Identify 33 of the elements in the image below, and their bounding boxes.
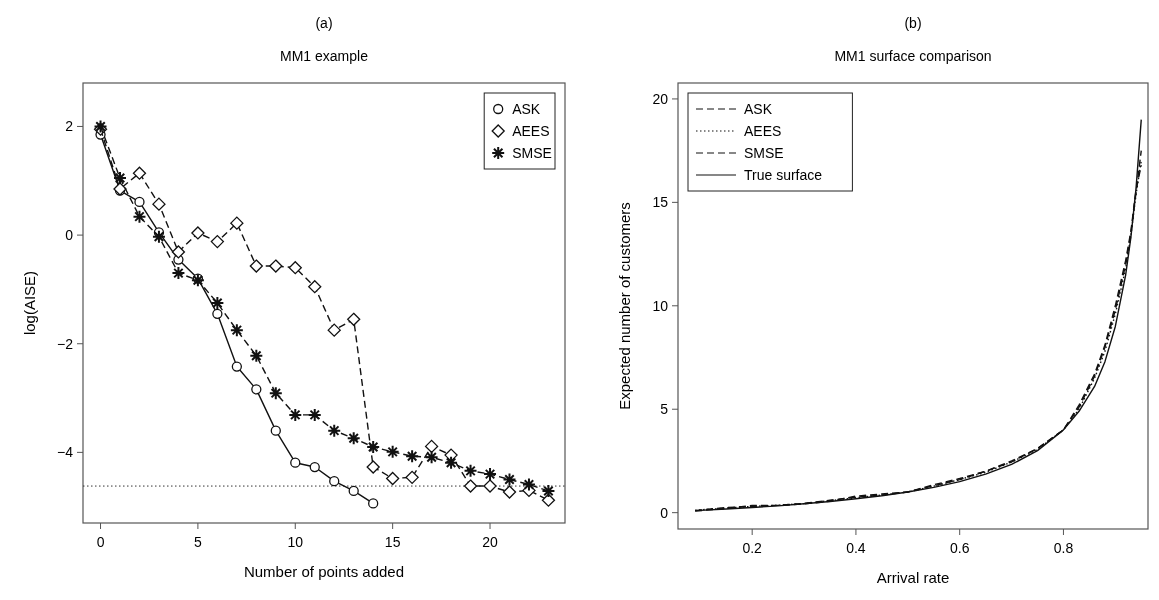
x-axis-title: Number of points added	[243, 563, 405, 580]
y-tick-label: 10	[652, 297, 669, 314]
y-tick-label: 5	[660, 401, 669, 418]
x-tick-label: 0.2	[742, 540, 763, 556]
text: (a)	[315, 15, 333, 31]
y-tick-label: 0	[65, 227, 74, 244]
chart-title: MM1 example	[280, 48, 369, 64]
legend-label: ASK	[744, 101, 773, 117]
x-tick-label: 15	[384, 534, 401, 550]
x-tick-label: 0.8	[1053, 540, 1074, 556]
x-tick-label: 0	[96, 534, 105, 550]
y-tick-label: −2	[57, 335, 74, 352]
y-tick-label: 2	[65, 118, 74, 135]
legend-label: AEES	[512, 123, 550, 139]
legend-label: SMSE	[744, 145, 784, 161]
x-tick-label: 5	[194, 534, 202, 550]
y-axis-title: Expected number of customers	[616, 202, 633, 410]
y-tick-label: 0	[660, 504, 669, 521]
legend-label: SMSE	[512, 145, 552, 161]
legend-label: True surface	[744, 167, 823, 183]
chart-title: MM1 surface comparison	[834, 48, 992, 64]
legend-label: AEES	[744, 123, 782, 139]
text: (b)	[904, 15, 922, 31]
x-tick-label: 0.4	[846, 540, 866, 556]
x-axis-title: Arrival rate	[876, 569, 950, 586]
y-axis-title: log(AISE)	[21, 270, 38, 336]
y-tick-label: 20	[652, 90, 669, 107]
x-tick-label: 0.6	[949, 540, 970, 556]
y-tick-label: 15	[652, 194, 669, 211]
x-tick-label: 20	[482, 534, 499, 550]
x-tick-label: 10	[287, 534, 304, 550]
legend-label: ASK	[512, 101, 541, 117]
y-tick-label: −4	[57, 444, 74, 461]
